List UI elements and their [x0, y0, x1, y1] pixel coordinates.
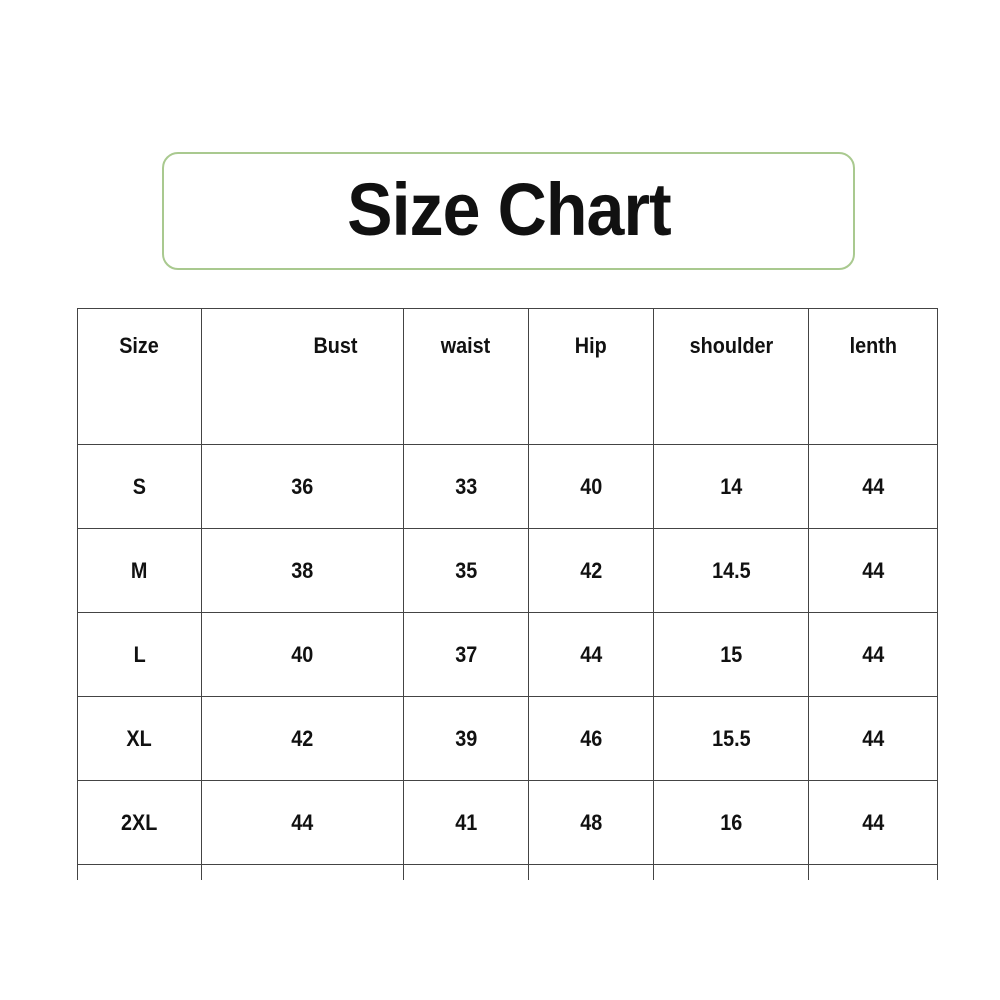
size-table: Size Bust waist Hip shoulder lenth S 36 33 40 14 44… — [77, 308, 938, 880]
cell-text: 44 — [579, 641, 603, 667]
cell-text: 39 — [454, 725, 478, 751]
cell-text: 14 — [719, 473, 743, 499]
cell-text: 46 — [579, 725, 603, 751]
cell-hip: 44 — [528, 612, 654, 697]
cell-size: 2XL — [77, 780, 202, 865]
cell-text: Bust — [313, 333, 358, 358]
cell-text: 44 — [861, 641, 885, 667]
cell-bust: 36 — [201, 444, 404, 529]
cell-text: 2XL — [121, 809, 158, 835]
cell-waist: 33 — [403, 444, 529, 529]
cell-waist: waist — [403, 308, 529, 445]
cell-shoulder: 15 — [653, 612, 809, 697]
cell-size: S — [77, 444, 202, 529]
cell-hip: 42 — [528, 528, 654, 613]
cell-text: 33 — [454, 473, 478, 499]
cell-text: XL — [126, 725, 153, 751]
cell-text: S — [132, 473, 147, 499]
cell-text: M — [131, 557, 148, 583]
cell-waist: 41 — [403, 780, 529, 865]
cell-text: 44 — [861, 473, 885, 499]
page-title: Size Chart — [346, 167, 672, 251]
table-row: XL 42 39 46 15.5 44 — [77, 696, 938, 781]
cell-text: 14.5 — [711, 557, 751, 583]
cell-shoulder: 16 — [653, 780, 809, 865]
table-row: S 36 33 40 14 44 — [77, 444, 938, 529]
cell-bust: 40 — [201, 612, 404, 697]
cell-length: 44 — [808, 780, 938, 865]
cell-text: 35 — [454, 557, 478, 583]
table-row: 2XL 44 41 48 16 44 — [77, 780, 938, 865]
cell-text: Hip — [575, 333, 607, 358]
cell-text: 16 — [719, 809, 743, 835]
cell-size: L — [77, 612, 202, 697]
cell-waist: 35 — [403, 528, 529, 613]
cell-hip — [528, 864, 654, 880]
title-box: Size Chart — [162, 152, 855, 270]
cell-bust: 38 — [201, 528, 404, 613]
cell-text: shoulder — [689, 333, 773, 358]
cell-text: 42 — [579, 557, 603, 583]
cell-bust — [201, 864, 404, 880]
cell-text: 38 — [291, 557, 314, 583]
cell-text: 36 — [291, 473, 314, 499]
cell-text: 44 — [861, 557, 885, 583]
cell-hip: Hip — [528, 308, 654, 445]
cell-length: 44 — [808, 696, 938, 781]
cell-size: XL — [77, 696, 202, 781]
table-row: M 38 35 42 14.5 44 — [77, 528, 938, 613]
cell-size: Size — [77, 308, 202, 445]
cell-waist: 37 — [403, 612, 529, 697]
header-row: Size Bust waist Hip shoulder lenth — [77, 308, 938, 445]
cell-length: 44 — [808, 612, 938, 697]
cell-length — [808, 864, 938, 880]
cell-text: 40 — [291, 641, 314, 667]
cell-text: 41 — [454, 809, 478, 835]
cell-waist — [403, 864, 529, 880]
size-table-container: Size Bust waist Hip shoulder lenth S 36 33 40 14 44… — [77, 308, 938, 880]
cell-text: 15.5 — [711, 725, 751, 751]
cell-length: 44 — [808, 528, 938, 613]
cell-text: 40 — [579, 473, 603, 499]
cell-shoulder: 15.5 — [653, 696, 809, 781]
cell-length: 44 — [808, 444, 938, 529]
cell-shoulder: 14.5 — [653, 528, 809, 613]
cell-shoulder: shoulder — [653, 308, 809, 445]
cell-text: waist — [441, 333, 491, 358]
cell-size: M — [77, 528, 202, 613]
table-row: L 40 37 44 15 44 — [77, 612, 938, 697]
cell-shoulder: 14 — [653, 444, 809, 529]
cell-hip: 48 — [528, 780, 654, 865]
cell-waist: 39 — [403, 696, 529, 781]
cell-size — [77, 864, 202, 880]
cell-length: lenth — [808, 308, 938, 445]
cell-text: lenth — [849, 333, 897, 358]
cell-text: L — [133, 641, 146, 667]
cell-text: 42 — [291, 725, 314, 751]
cell-text: 15 — [719, 641, 743, 667]
cell-text: 37 — [454, 641, 478, 667]
cell-bust: 42 — [201, 696, 404, 781]
cell-bust: Bust — [201, 308, 404, 445]
cell-bust: 44 — [201, 780, 404, 865]
cell-text: 48 — [579, 809, 603, 835]
cell-hip: 40 — [528, 444, 654, 529]
table-row-partial — [77, 864, 938, 880]
cell-text: 44 — [861, 725, 885, 751]
cell-hip: 46 — [528, 696, 654, 781]
cell-text: Size — [119, 333, 160, 358]
cell-shoulder — [653, 864, 809, 880]
cell-text: 44 — [861, 809, 885, 835]
cell-text: 44 — [291, 809, 314, 835]
